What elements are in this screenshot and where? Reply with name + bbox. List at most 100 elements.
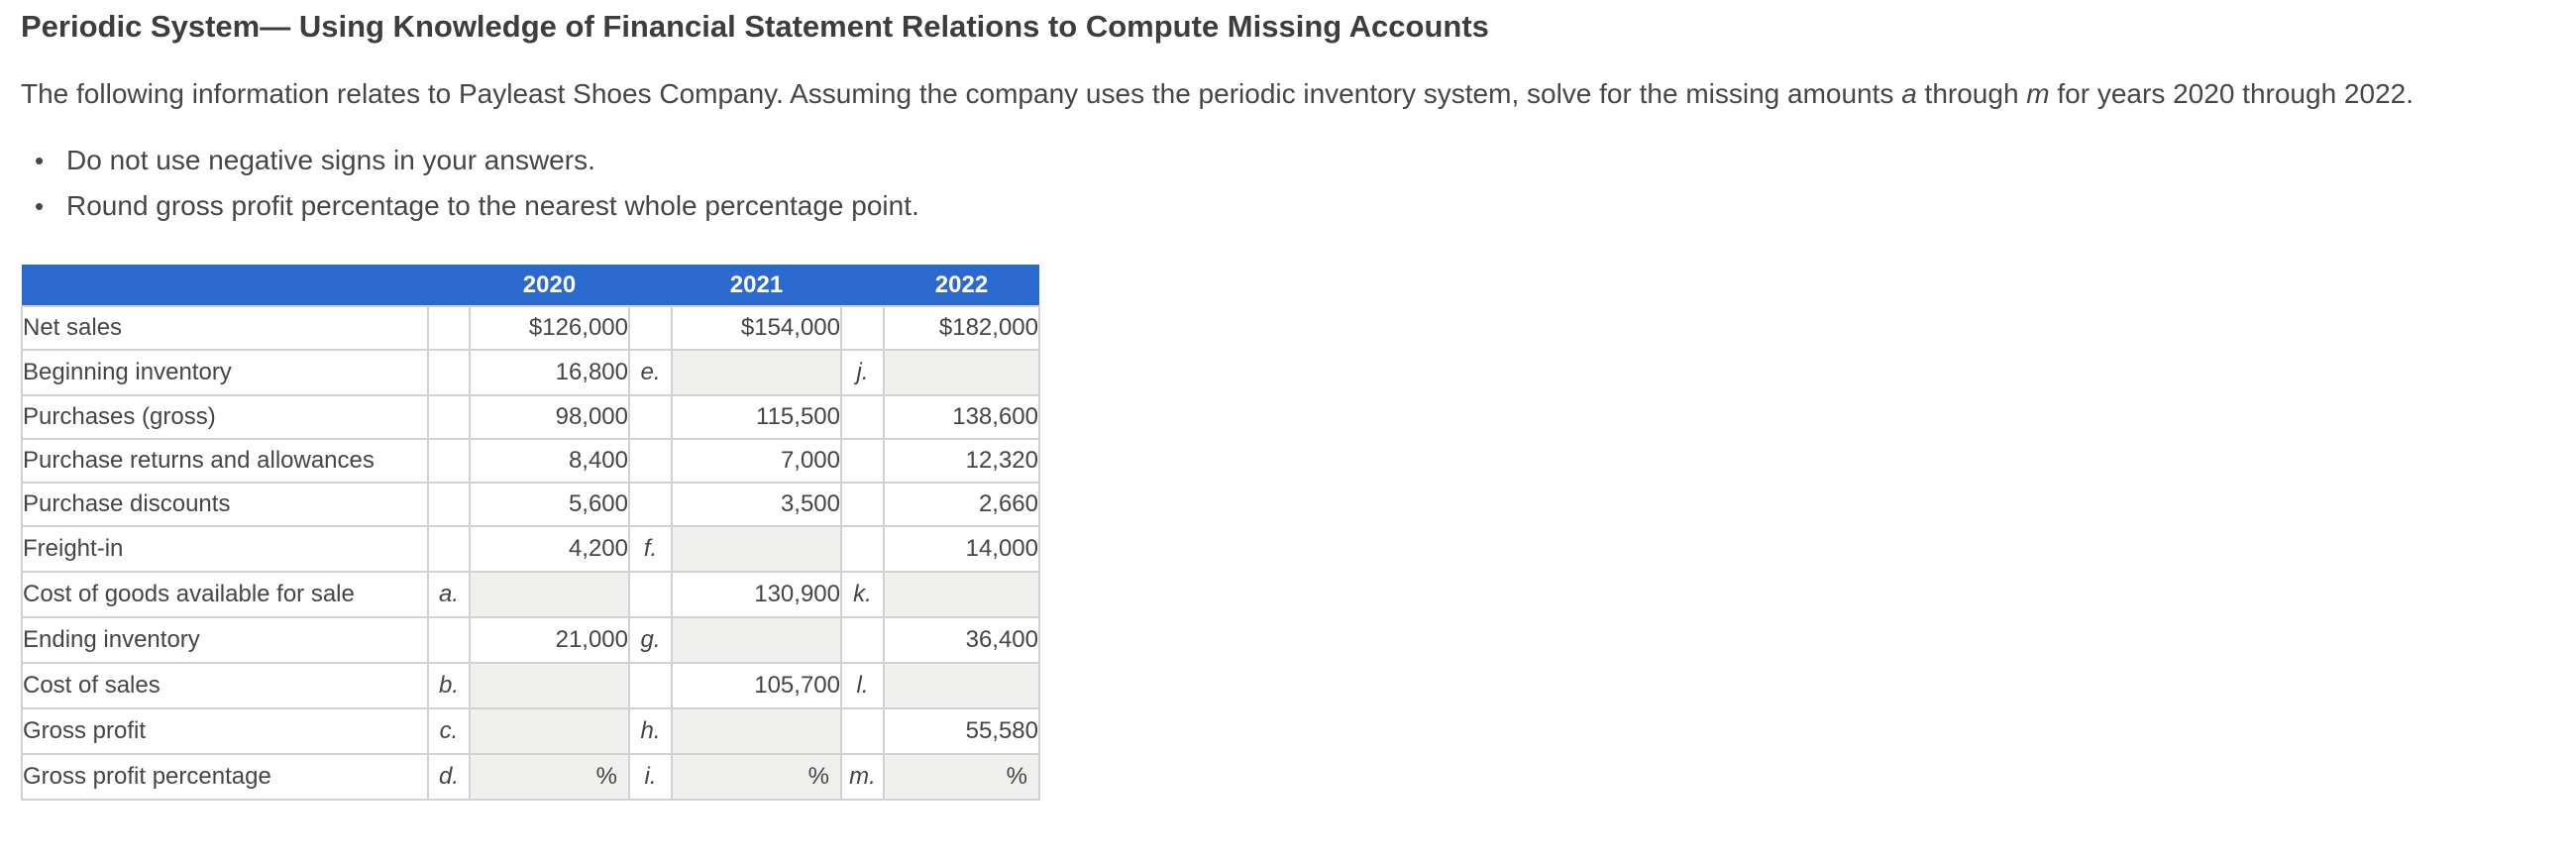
value-cell: 115,500 xyxy=(671,394,842,440)
intro-text-end: for years 2020 through 2022. xyxy=(2049,78,2414,109)
table-row: Purchase returns and allowances 8,400 7,00… xyxy=(21,438,1040,484)
answer-cell-d: % xyxy=(469,753,630,801)
table-row: Gross profit c. h. 55,580 xyxy=(21,707,1040,755)
answer-cell-h xyxy=(671,707,842,755)
answer-input-h[interactable] xyxy=(673,709,840,753)
answer-cell-m: % xyxy=(883,753,1040,801)
row-label: Cost of sales xyxy=(21,662,429,709)
exercise-page: Periodic System— Using Knowledge of Fina… xyxy=(0,0,2576,801)
answer-cell-c xyxy=(469,707,630,755)
letter-cell-empty xyxy=(840,394,885,440)
variable-m: m xyxy=(2026,78,2050,109)
row-label: Purchase discounts xyxy=(21,482,429,527)
letter-cell-empty xyxy=(427,482,471,527)
letter-cell-empty xyxy=(427,616,471,664)
header-spacer-letter-2 xyxy=(629,265,672,306)
answer-input-c[interactable] xyxy=(471,709,628,753)
letter-cell-empty xyxy=(840,616,885,664)
table-row: Ending inventory 21,000 g. 36,400 xyxy=(21,616,1040,664)
page-title: Periodic System— Using Knowledge of Fina… xyxy=(21,9,1489,44)
answer-letter-h: h. xyxy=(628,707,673,755)
value-cell: $182,000 xyxy=(883,305,1040,351)
answer-cell-g xyxy=(671,616,842,664)
answer-letter-b: b. xyxy=(427,662,471,709)
answer-input-k[interactable] xyxy=(885,573,1038,616)
answer-letter-a: a. xyxy=(427,571,471,618)
value-cell: 138,600 xyxy=(883,394,1040,440)
answer-letter-c: c. xyxy=(427,707,471,755)
percent-suffix: % xyxy=(595,763,617,790)
value-cell: 16,800 xyxy=(469,349,630,396)
letter-cell-empty xyxy=(840,525,885,573)
row-label: Purchase returns and allowances xyxy=(21,438,429,484)
value-cell: 7,000 xyxy=(671,438,842,484)
letter-cell-empty xyxy=(840,707,885,755)
answer-letter-m: m. xyxy=(840,753,885,801)
percent-suffix: % xyxy=(807,763,829,790)
table-row: Cost of goods available for sale a. 130,90… xyxy=(21,571,1040,618)
row-label: Gross profit percentage xyxy=(21,753,429,801)
answer-input-g[interactable] xyxy=(673,618,840,662)
letter-cell-empty xyxy=(628,305,673,351)
answer-letter-k: k. xyxy=(840,571,885,618)
financial-table-body: Net sales $126,000 $154,000 $182,000 Beginni… xyxy=(21,305,1040,801)
answer-input-a[interactable] xyxy=(471,573,628,616)
letter-cell-empty xyxy=(628,438,673,484)
value-cell: $154,000 xyxy=(671,305,842,351)
letter-cell-empty xyxy=(628,571,673,618)
answer-cell-k xyxy=(883,571,1040,618)
letter-cell-empty xyxy=(840,482,885,527)
answer-cell-e xyxy=(671,349,842,396)
letter-cell-empty xyxy=(840,438,885,484)
row-label: Cost of goods available for sale xyxy=(21,571,429,618)
row-label: Gross profit xyxy=(21,707,429,755)
value-cell: 3,500 xyxy=(671,482,842,527)
answer-input-j[interactable] xyxy=(885,351,1038,394)
table-row: Net sales $126,000 $154,000 $182,000 xyxy=(21,305,1040,351)
answer-input-i[interactable]: % xyxy=(673,755,840,799)
value-cell: 12,320 xyxy=(883,438,1040,484)
letter-cell-empty xyxy=(427,394,471,440)
year-header-2022: 2022 xyxy=(884,265,1039,306)
row-label: Freight-in xyxy=(21,525,429,573)
value-cell: 105,700 xyxy=(671,662,842,709)
answer-input-d[interactable]: % xyxy=(471,755,628,799)
value-cell: 2,660 xyxy=(883,482,1040,527)
letter-cell-empty xyxy=(628,394,673,440)
value-cell: 98,000 xyxy=(469,394,630,440)
value-cell: 4,200 xyxy=(469,525,630,573)
instruction-list: Do not use negative signs in your answer… xyxy=(21,138,2576,229)
letter-cell-empty xyxy=(427,349,471,396)
answer-input-b[interactable] xyxy=(471,664,628,707)
answer-cell-b xyxy=(469,662,630,709)
answer-input-l[interactable] xyxy=(885,664,1038,707)
year-header-2021: 2021 xyxy=(672,265,841,306)
answer-letter-e: e. xyxy=(628,349,673,396)
answer-input-m[interactable]: % xyxy=(885,755,1038,799)
header-spacer-label xyxy=(22,265,428,306)
answer-input-f[interactable] xyxy=(673,527,840,571)
table-row: Cost of sales b. 105,700 l. xyxy=(21,662,1040,709)
value-cell: 5,600 xyxy=(469,482,630,527)
value-cell: 36,400 xyxy=(883,616,1040,664)
table-row: Beginning inventory 16,800 e. j. xyxy=(21,349,1040,396)
letter-cell-empty xyxy=(628,482,673,527)
answer-input-e[interactable] xyxy=(673,351,840,394)
letter-cell-empty xyxy=(427,305,471,351)
value-cell: $126,000 xyxy=(469,305,630,351)
value-cell: 130,900 xyxy=(671,571,842,618)
letter-cell-empty xyxy=(427,525,471,573)
answer-letter-i: i. xyxy=(628,753,673,801)
answer-letter-g: g. xyxy=(628,616,673,664)
percent-suffix: % xyxy=(1006,763,1027,790)
table-row: Purchase discounts 5,600 3,500 2,660 xyxy=(21,482,1040,527)
answer-letter-l: l. xyxy=(840,662,885,709)
row-label: Ending inventory xyxy=(21,616,429,664)
answer-cell-l xyxy=(883,662,1040,709)
instruction-no-negative-signs: Do not use negative signs in your answer… xyxy=(33,138,2576,183)
answer-cell-i: % xyxy=(671,753,842,801)
header-spacer-letter-1 xyxy=(428,265,470,306)
answer-cell-f xyxy=(671,525,842,573)
header-spacer-letter-3 xyxy=(841,265,884,306)
row-label: Net sales xyxy=(21,305,429,351)
